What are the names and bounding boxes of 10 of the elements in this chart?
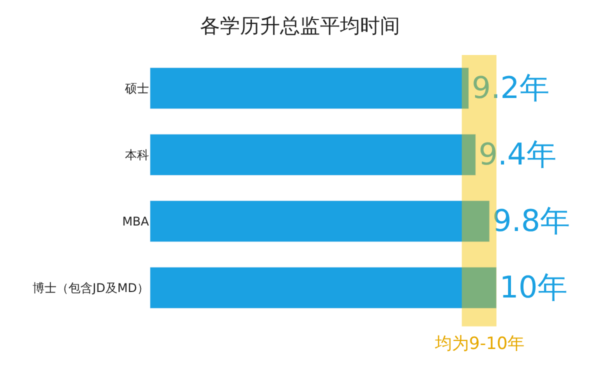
data-label: 9.2年 xyxy=(472,70,550,106)
data-label: 10年 xyxy=(499,270,568,306)
y-tick-label: MBA xyxy=(122,214,150,228)
band-label: 均为9-10年 xyxy=(434,334,525,354)
data-label: 9.8年 xyxy=(492,204,570,239)
chart-title: 各学历升总监平均时间 xyxy=(200,13,400,38)
y-tick-label: 本科 xyxy=(125,148,149,162)
y-tick-label: 硕士 xyxy=(124,81,149,96)
data-label: 9.4年 xyxy=(478,137,556,172)
y-tick-label: 博士（包含JD及MD） xyxy=(32,280,149,295)
